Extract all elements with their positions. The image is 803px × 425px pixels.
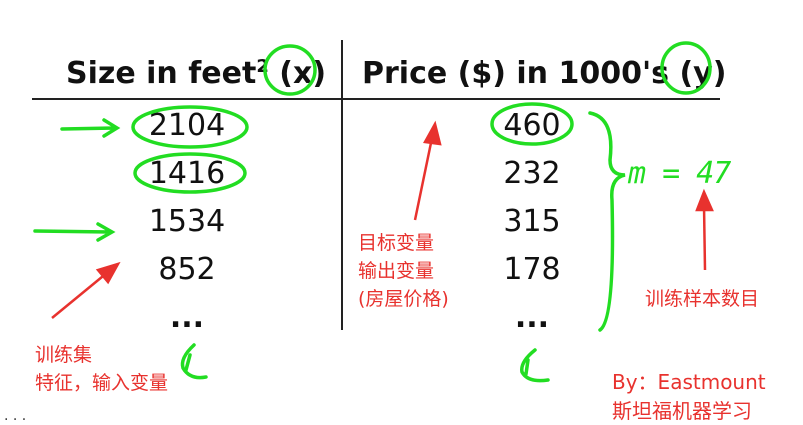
- red-arrowhead: [95, 261, 121, 285]
- annotation-features: 特征，输入变量: [35, 372, 169, 394]
- y-value: 232: [503, 156, 561, 191]
- y-ellipsis: ...: [514, 300, 550, 335]
- annotation-target-1: 目标变量: [358, 232, 435, 254]
- red-arrow-count: [702, 204, 707, 271]
- circle-1416: [133, 152, 247, 194]
- red-arrow-features: [51, 271, 109, 319]
- m-equals-47-handwritten: m = 47: [628, 156, 731, 191]
- corner-dots: . . .: [4, 408, 27, 424]
- y-value: 315: [503, 204, 561, 239]
- annotation-target-3: (房屋价格): [358, 288, 449, 310]
- red-arrowhead: [423, 120, 442, 146]
- y-value: 178: [503, 252, 561, 287]
- annotation-training-set: 训练集: [35, 344, 93, 366]
- circle-y: [660, 41, 712, 95]
- arrow-2104-icon: [60, 118, 121, 138]
- c-handwritten-x: [180, 343, 208, 380]
- header-x: Size in feet2 (x): [66, 56, 327, 91]
- x-value: 1534: [148, 204, 226, 239]
- c-handwritten-y: [520, 348, 550, 383]
- author-credit: By：Eastmount: [612, 370, 766, 394]
- red-arrowhead: [695, 188, 714, 212]
- arrow-1534-icon: [33, 222, 116, 242]
- x-value: 1416: [148, 156, 226, 191]
- circle-x: [263, 44, 317, 96]
- circle-2104: [131, 105, 249, 149]
- brace-icon: [588, 111, 626, 332]
- red-arrow-target: [413, 137, 434, 221]
- y-value: 460: [503, 108, 561, 143]
- annotation-sample-count: 训练样本数目: [645, 288, 760, 310]
- x-value: 852: [158, 252, 216, 287]
- x-value: 2104: [148, 108, 226, 143]
- blog-title: 斯坦福机器学习: [612, 399, 752, 423]
- circle-460: [490, 102, 574, 146]
- annotation-target-2: 输出变量: [358, 260, 435, 282]
- x-ellipsis: ...: [169, 300, 205, 335]
